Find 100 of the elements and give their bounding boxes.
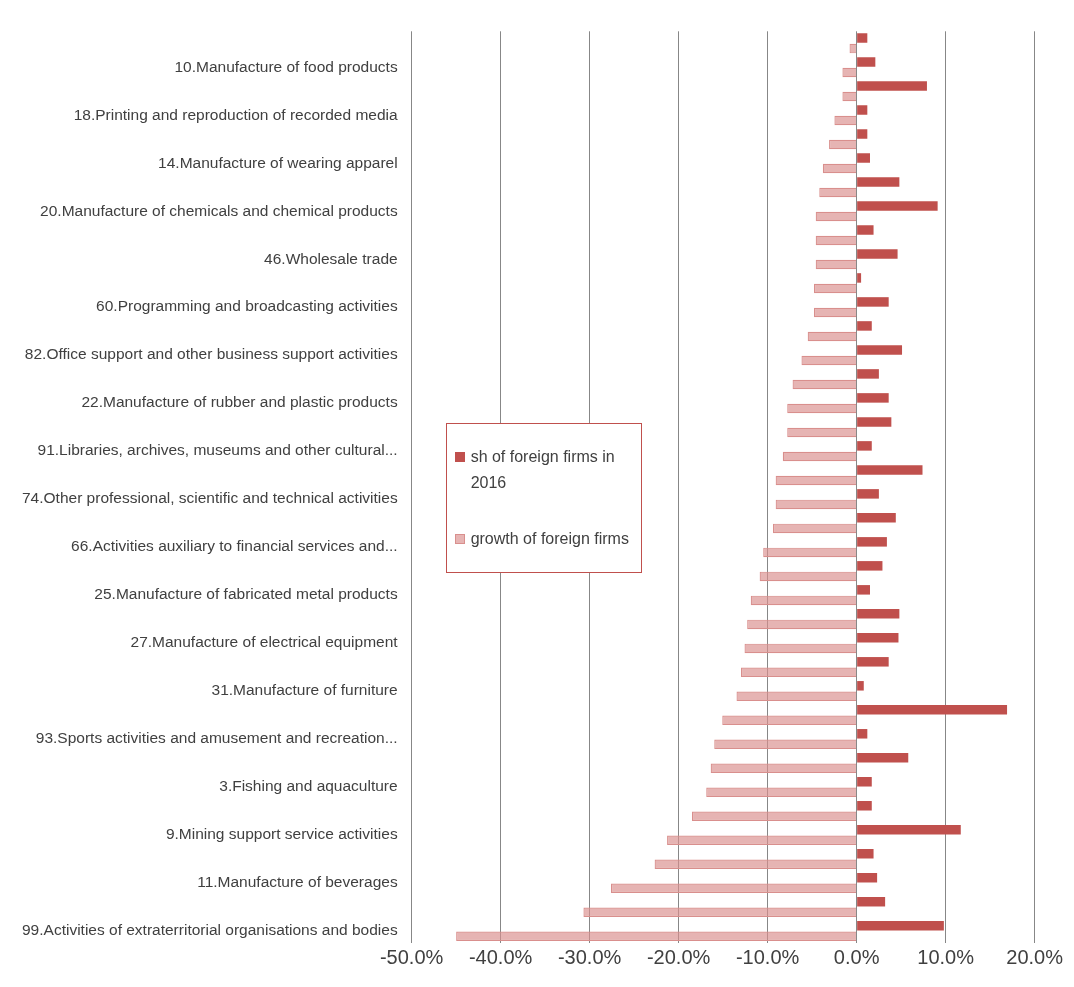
bar [736,691,857,702]
bar [857,777,872,787]
bar [857,321,872,331]
y-tick-label: 99.Activities of extraterritorial organisations and bodies [22,921,398,939]
y-tick-label: 82.Office support and other business support activities [24,345,398,363]
bar [857,273,862,283]
y-tick-label: 74.Other professional, scientific and technical activities [22,489,398,507]
bar [857,585,870,595]
y-tick-label: 9.Mining support service activities [165,825,398,843]
bar [857,920,944,931]
bar [857,729,868,739]
bar [857,537,887,547]
bar [775,475,857,486]
y-tick-label: 25.Manufacture of fabricated metal products [94,585,398,603]
bar [787,403,857,414]
bar [714,739,857,750]
legend-label: sh of foreign firms in 2016 [470,447,616,494]
bar [857,441,872,451]
bar [834,115,857,126]
legend-label: growth of foreign firms [470,529,629,550]
bar [857,489,879,499]
bar [750,595,857,606]
y-tick-label: 20.Manufacture of chemicals and chemical products [40,201,398,219]
x-tick-label: -50.0% [379,945,444,968]
bar [775,499,857,510]
x-tick-label: -10.0% [735,945,800,968]
bar [722,715,857,726]
y-tick-label: 46.Wholesale trade [264,249,398,267]
bar [857,225,874,235]
bar [857,825,961,835]
bar [857,393,889,403]
bar [857,465,923,475]
bar [747,619,857,630]
bar [857,297,889,307]
bar [857,705,1008,715]
bar [857,801,872,811]
bar [710,763,857,774]
y-tick-label: 27.Manufacture of electrical equipment [130,633,399,651]
bar [857,249,898,259]
bar [815,211,857,222]
bar [857,153,870,163]
y-tick-label: 22.Manufacture of rubber and plastic products [81,393,398,411]
bar [787,427,857,438]
x-tick-label: 0.0% [833,945,880,968]
y-tick-label: 11.Manufacture of beverages [197,873,398,891]
bar [857,177,900,187]
bar [583,907,857,918]
bar [740,667,857,678]
bar [813,283,857,294]
y-tick-label: 18.Printing and reproduction of recorded media [73,105,399,123]
bar [857,33,868,43]
x-tick-label: 10.0% [917,945,975,968]
bar [819,187,857,198]
bar [801,355,857,366]
bar [857,105,868,115]
bar [857,681,864,691]
x-tick-label: -20.0% [646,945,711,968]
bar [857,872,878,883]
y-tick-label: 31.Manufacture of furniture [211,681,398,699]
bar [857,201,938,211]
bar [654,859,857,870]
bar [857,345,903,355]
bar [857,81,927,91]
bar [857,129,868,139]
bar [857,513,896,523]
bar [857,896,886,907]
bar [611,883,857,894]
bar [857,657,889,667]
x-tick-label: 20.0% [1006,945,1064,968]
bar [706,787,857,798]
bar [857,417,892,427]
bar [857,57,876,67]
bar [772,523,857,534]
x-tick-label: -30.0% [557,945,622,968]
bar [782,451,857,462]
y-tick-label: 60.Programming and broadcasting activities [96,297,398,315]
bar [744,643,857,654]
bar [807,331,857,342]
bar [759,571,857,582]
bar [857,561,883,571]
y-tick-label: 66.Activities auxiliary to financial services and... [71,537,398,555]
bar [813,307,857,318]
y-tick-label: 3.Fishing and aquaculture [219,777,398,795]
bar [857,753,909,763]
bar [667,835,857,846]
bar [857,609,900,619]
y-tick-label: 91.Libraries, archives, museums and other cultural... [37,441,398,459]
bar [829,139,857,150]
bar [763,547,857,558]
bar [815,259,857,270]
bar [822,163,857,174]
bar [857,633,899,643]
bar [792,379,857,390]
x-tick-label: -40.0% [468,945,533,968]
bar [815,235,857,246]
y-tick-label: 14.Manufacture of wearing apparel [158,153,398,171]
bar [456,931,857,942]
y-tick-label: 10.Manufacture of food products [174,57,398,75]
bar [691,811,857,822]
y-tick-label: 93.Sports activities and amusement and recreation... [35,729,398,747]
